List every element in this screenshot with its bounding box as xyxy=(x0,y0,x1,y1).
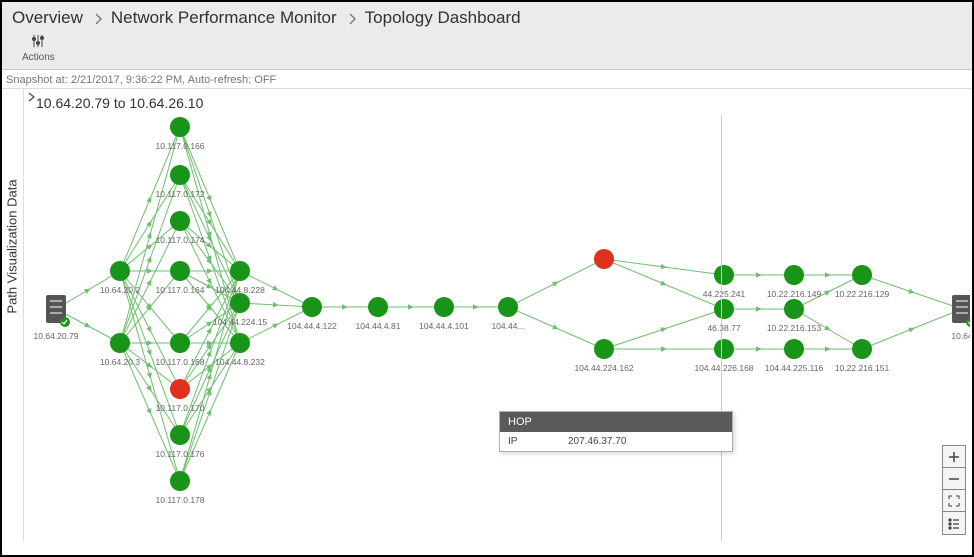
breadcrumb-item[interactable]: Network Performance Monitor xyxy=(111,8,337,28)
hop-label: 10.117.0.170 xyxy=(156,403,205,413)
server-icon[interactable] xyxy=(46,295,70,327)
hop-node[interactable] xyxy=(170,379,190,399)
hop-label: 44.225.241 xyxy=(703,289,746,299)
hop-node[interactable] xyxy=(784,299,804,319)
hop-label: 104.44.224.162 xyxy=(574,363,633,373)
topology-graph[interactable]: 10.64.20.79 10.64 10.64.20.2 10.64.20.3 10.1… xyxy=(24,89,970,535)
hop-node[interactable] xyxy=(230,293,250,313)
hop-node[interactable] xyxy=(302,297,322,317)
zoom-list-button[interactable] xyxy=(943,512,965,534)
hop-label: 104.44.4.122 xyxy=(287,321,337,331)
tooltip-key: IP xyxy=(508,436,568,447)
graph-canvas[interactable]: 10.64.20.79 to 10.64.26.10 10.64.20.7910… xyxy=(24,89,972,541)
hop-label: 46.38.77 xyxy=(707,323,740,333)
hop-label: 10.117.0.174 xyxy=(156,235,205,245)
side-panel-label: Path Visualization Data xyxy=(5,179,20,313)
zoom-out-button[interactable] xyxy=(943,468,965,490)
main: Path Visualization Data 10.64.20.79 to 1… xyxy=(2,89,972,541)
zoom-controls xyxy=(942,445,966,535)
hop-node[interactable] xyxy=(170,425,190,445)
hop-node[interactable] xyxy=(230,261,250,281)
hop-label: 10.117.0.166 xyxy=(156,141,205,151)
hop-node[interactable] xyxy=(714,265,734,285)
hop-node[interactable] xyxy=(110,261,130,281)
actions-label: Actions xyxy=(22,52,55,63)
hop-node[interactable] xyxy=(170,117,190,137)
hop-label: 10.22.216.129 xyxy=(835,289,890,299)
hop-label: 10.117.0.164 xyxy=(156,285,205,295)
hop-node[interactable] xyxy=(784,265,804,285)
hop-node[interactable] xyxy=(498,297,518,317)
hop-label: 10.22.216.151 xyxy=(835,363,890,373)
hop-label: 10.117.0.178 xyxy=(156,495,205,505)
endpoint-label: 10.64.20.79 xyxy=(34,331,79,341)
hop-label: 104.44.8.232 xyxy=(215,357,265,367)
server-icon[interactable] xyxy=(952,295,970,327)
snapshot-text: Snapshot at: 2/21/2017, 9:36:22 PM, Auto… xyxy=(2,70,972,89)
hop-node[interactable] xyxy=(434,297,454,317)
hop-node[interactable] xyxy=(230,333,250,353)
breadcrumb: Overview Network Performance Monitor Top… xyxy=(2,2,972,30)
hop-node[interactable] xyxy=(368,297,388,317)
chevron-right-icon xyxy=(95,8,103,28)
breadcrumb-item[interactable]: Topology Dashboard xyxy=(365,8,521,28)
chevron-right-icon xyxy=(349,8,357,28)
hop-label: 10.117.0.176 xyxy=(156,449,205,459)
breadcrumb-item[interactable]: Overview xyxy=(12,8,83,28)
hop-label: 104.44... xyxy=(491,321,524,331)
hop-label: 10.117.0.168 xyxy=(156,357,205,367)
hop-node[interactable] xyxy=(170,211,190,231)
header: Overview Network Performance Monitor Top… xyxy=(2,2,972,70)
sliders-icon xyxy=(31,34,45,50)
tooltip-header: HOP xyxy=(500,412,732,432)
hop-label: 10.64.20.2 xyxy=(100,285,140,295)
zoom-fit-button[interactable] xyxy=(943,490,965,512)
hop-label: 10.117.0.172 xyxy=(156,189,205,199)
hop-label: 104.44.224.15 xyxy=(213,317,268,327)
hop-node[interactable] xyxy=(170,165,190,185)
hop-node[interactable] xyxy=(714,299,734,319)
side-panel-tab[interactable]: Path Visualization Data xyxy=(2,89,24,541)
toolbar: Actions xyxy=(2,30,972,69)
hop-label: 10.22.216.149 xyxy=(767,289,822,299)
hop-node[interactable] xyxy=(170,333,190,353)
hop-node[interactable] xyxy=(170,261,190,281)
hop-node[interactable] xyxy=(852,339,872,359)
hop-node[interactable] xyxy=(170,471,190,491)
hop-node[interactable] xyxy=(110,333,130,353)
hop-label: 104.44.4.101 xyxy=(419,321,469,331)
hop-label: 10.22.216.153 xyxy=(767,323,822,333)
hop-node[interactable] xyxy=(852,265,872,285)
hop-node[interactable] xyxy=(594,339,614,359)
hop-tooltip: HOP IP 207.46.37.70 xyxy=(499,411,733,452)
hop-node[interactable] xyxy=(594,249,614,269)
app-frame: Overview Network Performance Monitor Top… xyxy=(0,0,974,557)
hop-node[interactable] xyxy=(784,339,804,359)
hop-label: 104.44.4.81 xyxy=(356,321,401,331)
hop-label: 10.64.20.3 xyxy=(100,357,140,367)
tooltip-value: 207.46.37.70 xyxy=(568,436,626,447)
endpoint-label: 10.64 xyxy=(951,331,970,341)
actions-button[interactable]: Actions xyxy=(22,34,55,63)
panel-divider[interactable] xyxy=(721,115,722,541)
zoom-in-button[interactable] xyxy=(943,446,965,468)
graph-title: 10.64.20.79 to 10.64.26.10 xyxy=(36,95,203,111)
hop-label: 104.44.226.168 xyxy=(694,363,753,373)
hop-label: 104.44.225.116 xyxy=(765,363,824,373)
hop-node[interactable] xyxy=(714,339,734,359)
